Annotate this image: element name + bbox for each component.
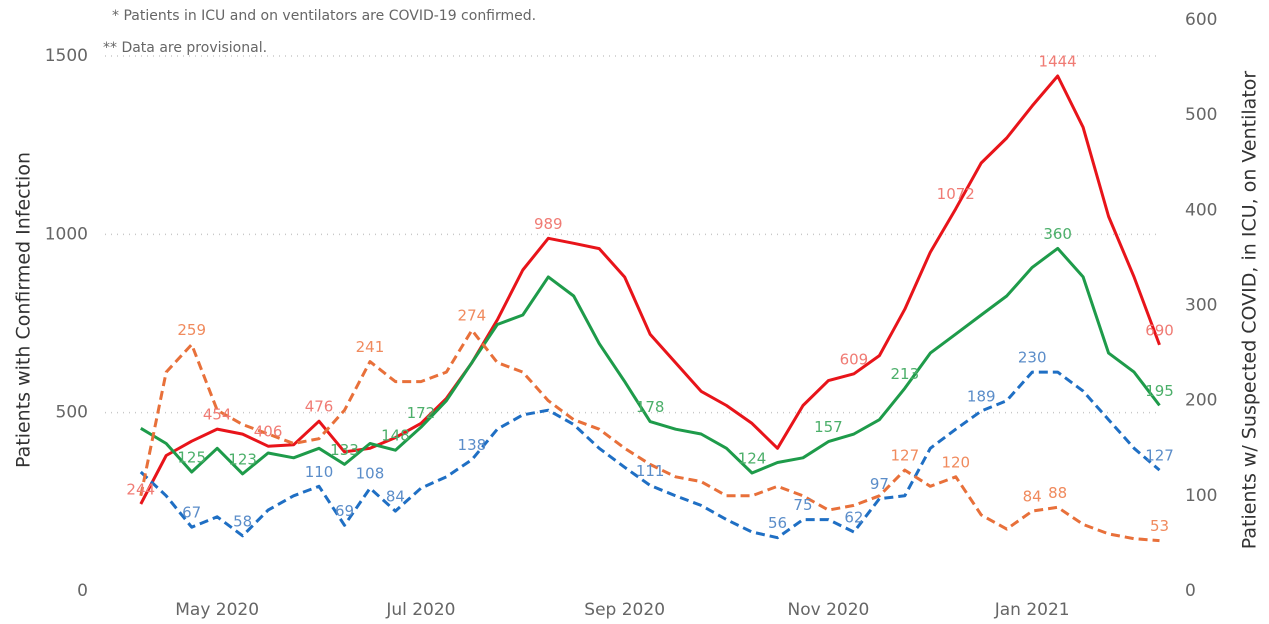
data-label: 1072 xyxy=(937,185,975,203)
data-label: 230 xyxy=(1018,349,1047,367)
data-label: 406 xyxy=(254,423,283,441)
x-tick-label: Jul 2020 xyxy=(385,600,455,620)
data-label: 124 xyxy=(738,449,767,467)
x-tick-label: Sep 2020 xyxy=(584,600,665,620)
data-label: 360 xyxy=(1043,225,1072,243)
data-label: 127 xyxy=(1145,447,1174,465)
x-tick-label: Jan 2021 xyxy=(994,600,1070,620)
data-label: 62 xyxy=(844,508,863,526)
data-label: 138 xyxy=(458,436,487,454)
data-label: 110 xyxy=(305,463,334,481)
y2-tick-label: 400 xyxy=(1185,200,1217,220)
data-label: 56 xyxy=(768,514,787,532)
series-line xyxy=(140,246,1161,476)
note: ** Data are provisional. xyxy=(103,40,267,56)
data-label: 476 xyxy=(305,398,334,416)
data-label: 123 xyxy=(228,450,257,468)
y-tick-label: 1500 xyxy=(45,46,88,66)
data-label: 53 xyxy=(1150,517,1169,535)
series-line xyxy=(139,370,1161,540)
y2-axis-title: Patients w/ Suspected COVID, in ICU, on … xyxy=(1239,71,1261,550)
data-label: 189 xyxy=(967,388,996,406)
y2-tick-label: 100 xyxy=(1185,486,1217,506)
data-label: 609 xyxy=(840,350,869,368)
data-label: 690 xyxy=(1145,321,1174,339)
data-label: 1444 xyxy=(1039,52,1077,70)
data-label: 75 xyxy=(793,496,812,514)
data-label: 989 xyxy=(534,215,563,233)
data-label: 88 xyxy=(1048,484,1067,502)
data-label: 178 xyxy=(636,398,665,416)
data-label: 259 xyxy=(177,321,206,339)
y-tick-label: 0 xyxy=(77,581,88,601)
data-label: 454 xyxy=(203,406,232,424)
data-label: 127 xyxy=(891,447,920,465)
data-label: 274 xyxy=(458,307,487,325)
data-label: 213 xyxy=(891,365,920,383)
data-label: 125 xyxy=(177,449,206,467)
data-label: 97 xyxy=(870,475,889,493)
y2-tick-label: 300 xyxy=(1185,296,1217,316)
data-label: 84 xyxy=(1023,488,1042,506)
data-label: 157 xyxy=(814,418,843,436)
series-line xyxy=(139,74,1161,505)
data-label: 241 xyxy=(356,338,385,356)
x-tick-label: May 2020 xyxy=(175,600,259,620)
y2-tick-label: 600 xyxy=(1185,10,1217,30)
note: * Patients in ICU and on ventilators are… xyxy=(112,8,536,24)
data-label: 244 xyxy=(126,480,155,498)
y2-tick-label: 500 xyxy=(1185,105,1217,125)
data-label: 172 xyxy=(407,404,436,422)
data-label: 111 xyxy=(636,462,665,480)
y2-tick-label: 200 xyxy=(1185,391,1217,411)
data-label: 69 xyxy=(335,502,354,520)
data-label: 120 xyxy=(941,453,970,471)
data-label: 67 xyxy=(182,504,201,522)
data-label: 148 xyxy=(381,427,410,445)
series-line xyxy=(139,328,1160,543)
data-label: 195 xyxy=(1145,382,1174,400)
data-label: 58 xyxy=(233,512,252,530)
data-label: 84 xyxy=(386,488,405,506)
y-axis-title: Patients with Confirmed Infection xyxy=(13,152,35,468)
data-label: 133 xyxy=(330,441,359,459)
data-label: 108 xyxy=(356,465,385,483)
y2-tick-label: 0 xyxy=(1185,581,1196,601)
y-tick-label: 500 xyxy=(56,403,88,423)
y-tick-label: 1000 xyxy=(45,224,88,244)
x-tick-label: Nov 2020 xyxy=(787,600,869,620)
